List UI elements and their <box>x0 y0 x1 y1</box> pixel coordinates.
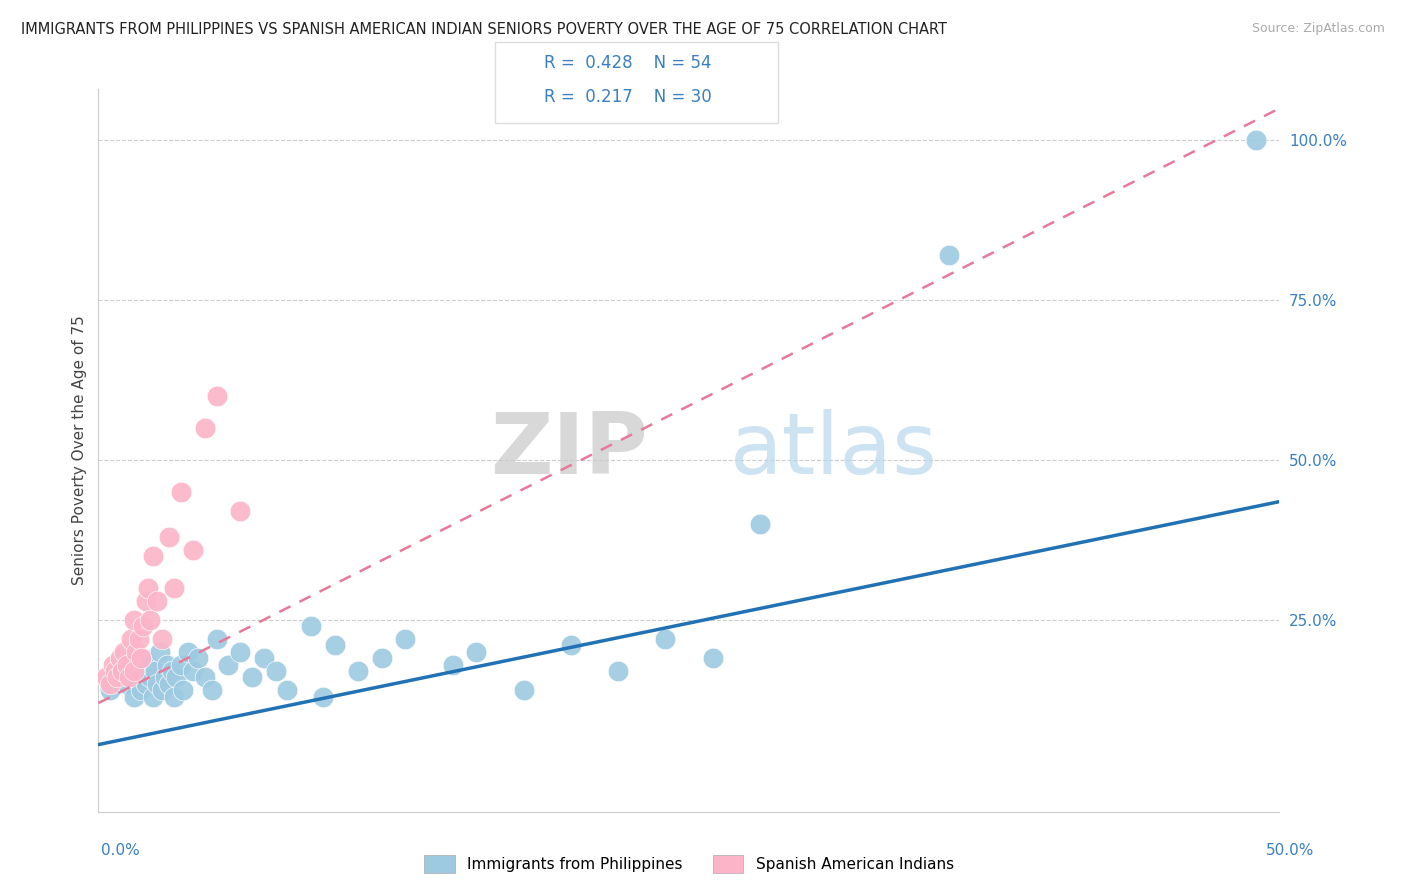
Point <box>312 690 335 704</box>
Point <box>181 664 204 678</box>
Point <box>205 632 228 646</box>
Point <box>122 690 145 704</box>
Point <box>122 670 145 684</box>
Point <box>142 690 165 704</box>
Point <box>150 683 173 698</box>
Point <box>115 677 138 691</box>
Point <box>217 657 239 672</box>
Point <box>139 670 162 684</box>
Legend: Immigrants from Philippines, Spanish American Indians: Immigrants from Philippines, Spanish Ame… <box>425 855 953 872</box>
Text: ZIP: ZIP <box>489 409 648 492</box>
Point <box>371 651 394 665</box>
Point <box>142 549 165 563</box>
Text: 50.0%: 50.0% <box>1267 843 1315 857</box>
Point <box>150 632 173 646</box>
Point <box>170 485 193 500</box>
Point <box>136 581 159 595</box>
Point <box>125 645 148 659</box>
Point <box>205 389 228 403</box>
Point <box>128 664 150 678</box>
Point <box>111 664 134 678</box>
Point <box>938 248 960 262</box>
Point <box>264 664 287 678</box>
Point <box>156 657 179 672</box>
Point <box>323 639 346 653</box>
Point <box>160 664 183 678</box>
Point <box>748 516 770 531</box>
Point <box>122 613 145 627</box>
Point <box>136 657 159 672</box>
Point <box>111 664 134 678</box>
Point <box>299 619 322 633</box>
Point <box>170 657 193 672</box>
Point <box>153 670 176 684</box>
Point <box>143 664 166 678</box>
Point <box>163 581 186 595</box>
Point <box>105 670 128 684</box>
Point <box>194 421 217 435</box>
Text: atlas: atlas <box>730 409 938 492</box>
Point <box>129 651 152 665</box>
Point <box>163 690 186 704</box>
Point <box>146 677 169 691</box>
Point <box>132 651 155 665</box>
Point <box>607 664 630 678</box>
Point <box>229 504 252 518</box>
Point <box>135 593 157 607</box>
Text: R =  0.217    N = 30: R = 0.217 N = 30 <box>544 88 711 106</box>
Point <box>132 619 155 633</box>
Point <box>347 664 370 678</box>
Point <box>122 664 145 678</box>
Point <box>129 683 152 698</box>
Point <box>118 657 141 672</box>
Point <box>104 664 127 678</box>
Text: R =  0.428    N = 54: R = 0.428 N = 54 <box>544 54 711 72</box>
Point <box>394 632 416 646</box>
Text: 0.0%: 0.0% <box>101 843 141 857</box>
Point <box>229 645 252 659</box>
Text: Source: ZipAtlas.com: Source: ZipAtlas.com <box>1251 22 1385 36</box>
Point <box>181 542 204 557</box>
Point <box>165 670 187 684</box>
Point <box>146 593 169 607</box>
Point <box>139 613 162 627</box>
Point <box>118 670 141 684</box>
Point <box>157 677 180 691</box>
Point <box>1244 133 1267 147</box>
Point <box>98 683 121 698</box>
Y-axis label: Seniors Poverty Over the Age of 75: Seniors Poverty Over the Age of 75 <box>72 316 87 585</box>
Point <box>115 657 138 672</box>
Point <box>157 530 180 544</box>
Text: IMMIGRANTS FROM PHILIPPINES VS SPANISH AMERICAN INDIAN SENIORS POVERTY OVER THE : IMMIGRANTS FROM PHILIPPINES VS SPANISH A… <box>21 22 948 37</box>
Point <box>253 651 276 665</box>
Point <box>149 645 172 659</box>
Point <box>94 670 117 684</box>
Point <box>201 683 224 698</box>
Point <box>98 677 121 691</box>
Point <box>187 651 209 665</box>
Point <box>112 645 135 659</box>
Point <box>512 683 534 698</box>
Point <box>240 670 263 684</box>
Point <box>276 683 298 698</box>
Point <box>121 632 143 646</box>
Point <box>702 651 724 665</box>
Point <box>128 632 150 646</box>
Point <box>465 645 488 659</box>
Point <box>654 632 676 646</box>
Point <box>194 670 217 684</box>
Point <box>441 657 464 672</box>
Point <box>177 645 200 659</box>
Point <box>135 677 157 691</box>
Point <box>105 670 128 684</box>
Point <box>108 651 131 665</box>
Point <box>101 657 124 672</box>
Point <box>560 639 582 653</box>
Point <box>172 683 194 698</box>
